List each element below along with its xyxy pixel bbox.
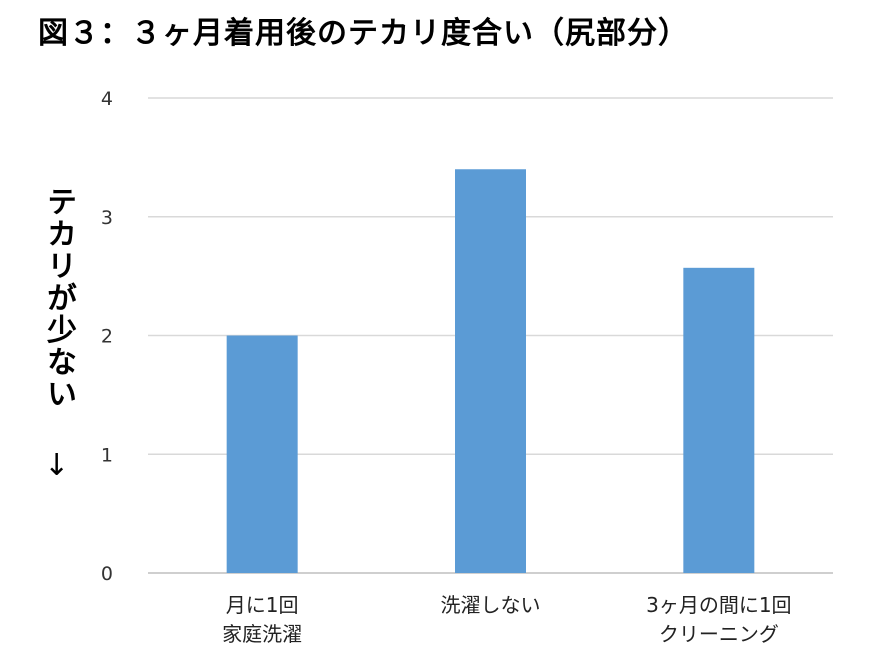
chart-title: 図３：３ヶ月着用後のテカリ度合い（尻部分） (38, 16, 689, 51)
y-tick-label: 3 (101, 207, 113, 229)
x-category-label: クリーニング (659, 622, 779, 646)
y-axis-arrow: ↓ (44, 448, 70, 483)
y-axis-label: テカリが少ない (41, 186, 76, 410)
y-tick-label: 2 (101, 326, 113, 348)
y-tick-label: 1 (101, 444, 113, 466)
x-category-label: 月に1回 (226, 593, 299, 617)
bar (226, 335, 298, 573)
x-category-label: 3ヶ月の間に1回 (646, 593, 791, 617)
y-tick-label: 4 (101, 88, 113, 110)
bar (455, 169, 526, 573)
x-category-label: 家庭洗濯 (222, 622, 302, 646)
bar (683, 267, 755, 573)
x-category-label: 洗濯しない (441, 593, 541, 617)
y-tick-label: 0 (101, 563, 113, 585)
